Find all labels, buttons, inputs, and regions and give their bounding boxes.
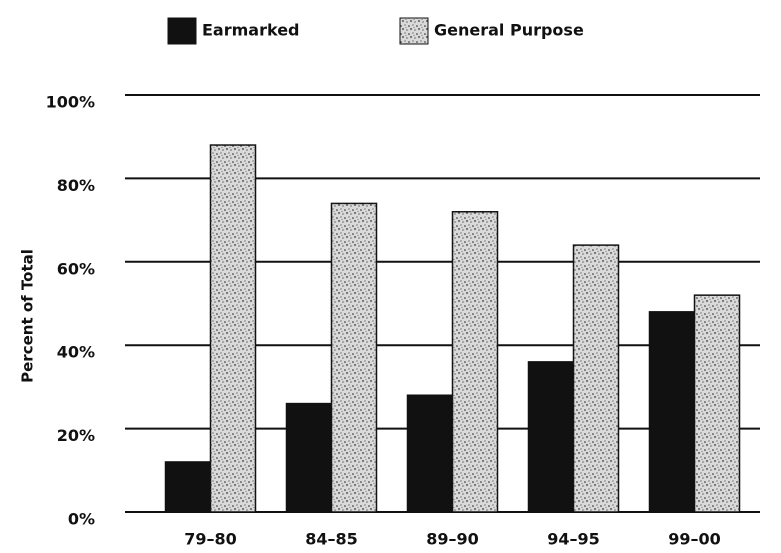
y-tick-label: 80% — [57, 176, 95, 195]
x-tick-label: 94–95 — [547, 530, 600, 549]
legend-label: General Purpose — [434, 21, 584, 40]
x-tick-label: 89–90 — [426, 530, 479, 549]
y-tick-label: 40% — [57, 343, 95, 362]
bar-texture — [573, 245, 619, 512]
y-tick-label: 0% — [68, 510, 95, 529]
x-tick-label: 84–85 — [305, 530, 358, 549]
bar — [164, 461, 212, 513]
bar — [406, 394, 454, 513]
bar-texture — [331, 203, 377, 513]
bar-texture — [694, 295, 740, 512]
legend-swatch — [167, 17, 197, 45]
y-tick-label: 100% — [46, 93, 95, 112]
x-tick-label: 79–80 — [184, 530, 237, 549]
bar — [648, 311, 696, 513]
bar — [285, 402, 333, 513]
y-tick-label: 20% — [57, 426, 95, 445]
bar — [527, 361, 575, 513]
y-axis-label: Percent of Total — [19, 249, 37, 383]
legend-label: Earmarked — [202, 21, 300, 40]
legend-swatch-texture — [400, 18, 428, 44]
x-tick-label: 99–00 — [668, 530, 721, 549]
bar-texture — [210, 145, 256, 513]
bar-texture — [452, 211, 498, 512]
y-tick-label: 60% — [57, 259, 95, 278]
